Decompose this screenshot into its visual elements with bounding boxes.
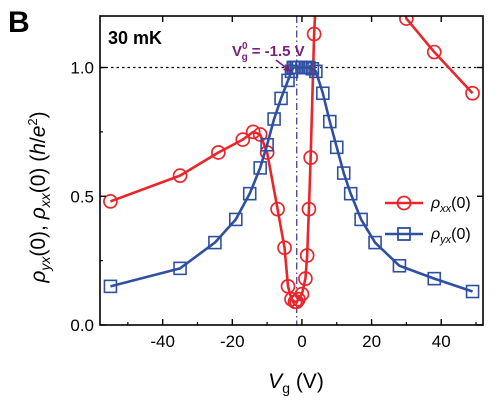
annotation-arrow-head: [283, 65, 291, 72]
data-point-circle: [172, 168, 188, 183]
x-axis-label-sub: g: [282, 380, 290, 396]
x-tick-label: 0: [297, 332, 306, 351]
legend-marker-rhoyx: [397, 227, 411, 241]
y-tick-label: 1.0: [70, 59, 94, 78]
series-line-2: [110, 66, 473, 293]
data-point-square: [392, 258, 407, 273]
data-point-circle: [301, 201, 317, 217]
data-point-square: [103, 279, 118, 294]
data-point-square: [253, 161, 267, 175]
legend: ρxx(0) ρyx(0): [385, 195, 471, 246]
legend-label-rhoxx: ρxx(0): [430, 195, 471, 215]
legend-entry-rhoxx: ρxx(0): [385, 195, 471, 215]
x-tick-label: 40: [432, 332, 451, 351]
data-point-square: [305, 61, 320, 76]
y-axis-label: ρyx(0), ρxx(0) (h/e2): [25, 111, 53, 283]
legend-marker-rhoxx: [396, 195, 412, 211]
ticks: -40 -20 0 20 40 0.0 0.5 1.0: [70, 16, 483, 351]
y-tick-label: 0.0: [70, 316, 94, 335]
data-point-square: [242, 186, 257, 201]
x-tick-label: -40: [150, 332, 175, 351]
data-point-circle: [245, 124, 261, 140]
data-point-square: [267, 112, 281, 126]
series-1: [399, 16, 480, 101]
series-line-1: [404, 16, 474, 95]
data-point-square: [368, 235, 382, 250]
data-point-square: [322, 114, 337, 129]
data-point-square: [173, 261, 187, 276]
annotation-symbol: V: [232, 43, 242, 60]
axes-box: [99, 15, 484, 326]
legend-label-rhoyx: ρyx(0): [430, 226, 471, 246]
reference-lines: [100, 16, 483, 325]
x-axis-label-unit: (V): [290, 370, 324, 393]
x-tick-label: -20: [220, 332, 245, 351]
data-point-square: [354, 212, 368, 227]
data-point-square: [316, 86, 330, 101]
data-point-circle: [294, 286, 310, 302]
x-tick-label: 20: [362, 332, 381, 351]
temperature-label: 30 mK: [108, 28, 162, 48]
panel-label: B: [8, 6, 30, 39]
data-point-circle: [252, 127, 268, 142]
data-point-circle: [270, 201, 285, 217]
y-axis-label-text: ρyx(0), ρxx(0) (h/e2): [25, 111, 53, 283]
data-point-circle: [298, 271, 313, 286]
data-point-circle: [426, 44, 442, 60]
axes-frame: [99, 15, 484, 326]
data-point-circle: [235, 132, 251, 147]
annotation-text: V0 g = -1.5 V: [232, 41, 305, 63]
x-axis-label: Vg (V): [268, 370, 324, 396]
data-point-circle: [399, 16, 414, 26]
x-axis-label-main: V: [268, 370, 284, 393]
annotation-subscript: g: [242, 52, 248, 63]
data-point-square: [208, 235, 222, 250]
series-0: [103, 16, 322, 310]
data-point-circle: [465, 85, 480, 101]
data-point-square: [260, 137, 274, 152]
data-point-square: [274, 91, 288, 106]
legend-entry-rhoyx: ρyx(0): [385, 226, 471, 246]
data-point-square: [228, 212, 243, 227]
series-2: [103, 60, 480, 299]
annotation-superscript: 0: [242, 41, 248, 52]
data-point-square: [309, 64, 323, 79]
data-point-circle: [303, 150, 318, 165]
data-point-circle: [289, 294, 305, 310]
data-point-square: [465, 284, 480, 299]
annotation-vg0: V0 g = -1.5 V: [232, 41, 305, 72]
data-point-circle: [103, 194, 118, 209]
data-point-square: [302, 60, 316, 75]
data-point-circle: [211, 145, 226, 160]
data-point-circle: [299, 248, 315, 263]
data-point-circle: [277, 240, 292, 256]
x-axis-label-text: Vg (V): [268, 370, 324, 396]
data-point-square: [343, 186, 358, 201]
data-point-square: [329, 140, 344, 155]
data-point-square: [427, 271, 442, 286]
y-tick-label: 0.5: [70, 187, 94, 206]
data-point-square: [281, 73, 295, 88]
data-point-square: [336, 166, 351, 180]
series-layer: [103, 16, 480, 310]
data-point-circle: [306, 26, 322, 42]
annotation-value: = -1.5 V: [252, 43, 305, 60]
